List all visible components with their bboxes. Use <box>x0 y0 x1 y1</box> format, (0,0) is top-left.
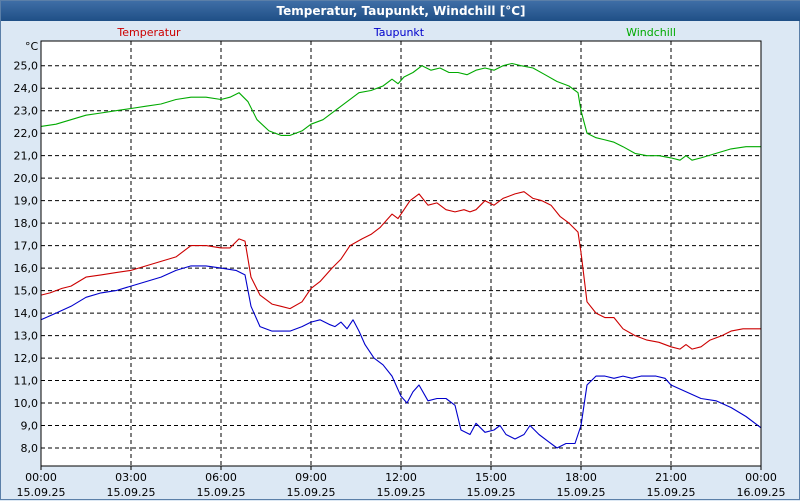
y-tick-label: 17,0 <box>14 240 39 253</box>
y-tick-label: 25,0 <box>14 60 39 73</box>
x-tick-time: 18:00 <box>565 471 597 484</box>
x-tick-date: 15.09.25 <box>647 486 696 499</box>
x-tick-date: 15.09.25 <box>287 486 336 499</box>
legend-item-temperatur: Temperatur <box>116 26 181 39</box>
plot-border <box>40 40 762 467</box>
x-tick-date: 15.09.25 <box>467 486 516 499</box>
series-line-temperatur <box>40 191 761 350</box>
y-tick-label: 12,0 <box>14 352 39 365</box>
y-tick-label: 20,0 <box>14 172 39 185</box>
y-tick-label: 9,0 <box>21 420 39 433</box>
y-tick-label: 14,0 <box>14 307 39 320</box>
x-tick-date: 15.09.25 <box>197 486 246 499</box>
y-tick-label: 18,0 <box>14 217 39 230</box>
x-tick-date: 15.09.25 <box>17 486 66 499</box>
legend-item-windchill: Windchill <box>626 26 676 39</box>
y-tick-label: 24,0 <box>14 82 39 95</box>
y-tick-label: 11,0 <box>14 375 39 388</box>
x-tick-time: 00:00 <box>25 471 57 484</box>
x-tick-time: 03:00 <box>115 471 147 484</box>
x-tick-time: 00:00 <box>745 471 777 484</box>
y-tick-label: 16,0 <box>14 262 39 275</box>
y-tick-label: 19,0 <box>14 195 39 208</box>
x-tick-time: 06:00 <box>205 471 237 484</box>
y-tick-label: 13,0 <box>14 330 39 343</box>
x-tick-time: 15:00 <box>475 471 507 484</box>
y-tick-label: 8,0 <box>21 442 39 455</box>
x-tick-date: 15.09.25 <box>107 486 156 499</box>
y-tick-label: 22,0 <box>14 127 39 140</box>
x-tick-time: 09:00 <box>295 471 327 484</box>
window-title: Temperatur, Taupunkt, Windchill [°C] <box>1 1 800 21</box>
y-tick-label: 21,0 <box>14 150 39 163</box>
x-tick-date: 16.09.25 <box>737 486 786 499</box>
y-tick-label: 10,0 <box>14 397 39 410</box>
y-tick-label: 23,0 <box>14 105 39 118</box>
x-tick-date: 15.09.25 <box>377 486 426 499</box>
legend-item-taupunkt: Taupunkt <box>373 26 425 39</box>
x-tick-date: 15.09.25 <box>557 486 606 499</box>
series-line-taupunkt <box>40 265 762 449</box>
y-axis-unit: °C <box>25 40 39 53</box>
y-tick-label: 15,0 <box>14 285 39 298</box>
x-tick-time: 21:00 <box>655 471 687 484</box>
x-tick-time: 12:00 <box>385 471 417 484</box>
series-line-windchill <box>40 62 761 161</box>
